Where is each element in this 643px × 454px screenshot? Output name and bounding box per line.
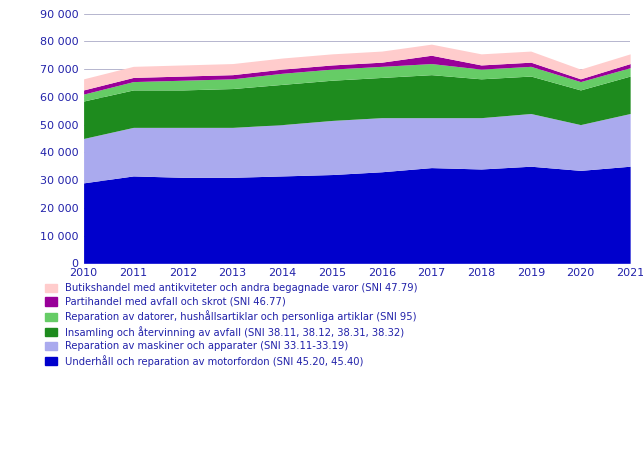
Legend: Butikshandel med antikviteter och andra begagnade varor (SNI 47.79), Partihandel: Butikshandel med antikviteter och andra …	[45, 283, 417, 366]
